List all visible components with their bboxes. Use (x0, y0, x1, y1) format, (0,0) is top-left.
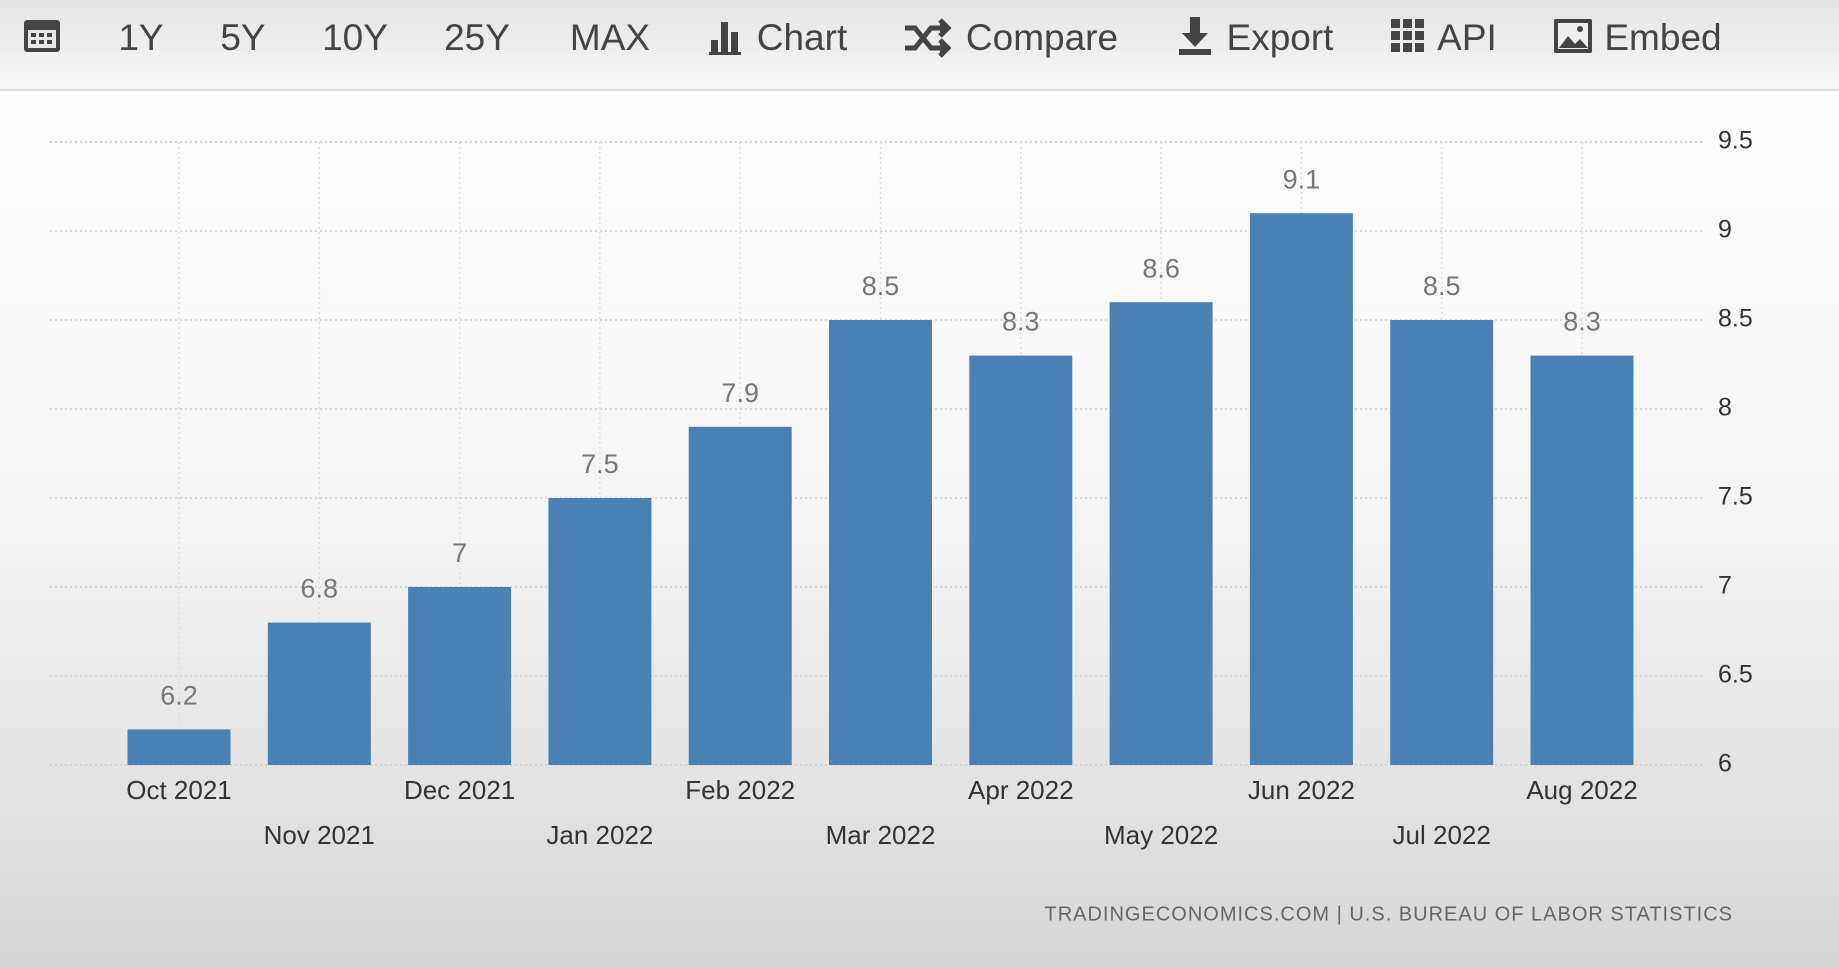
y-tick-label: 8 (1718, 394, 1732, 422)
x-tick-label: Dec 2021 (404, 775, 515, 805)
toolbar-button[interactable]: Chart (757, 17, 848, 58)
chart-icon[interactable] (709, 22, 741, 55)
bar (127, 729, 231, 765)
x-tick-label: Aug 2022 (1526, 775, 1637, 805)
y-tick-label: 6 (1718, 750, 1732, 778)
toolbar-button[interactable]: 25Y (444, 17, 510, 58)
value-label: 7.5 (581, 449, 619, 479)
x-tick-label: Jul 2022 (1393, 820, 1491, 850)
calendar-icon[interactable] (24, 20, 60, 52)
toolbar-button[interactable]: Export (1227, 17, 1335, 58)
x-tick-label: May 2022 (1104, 820, 1218, 850)
toolbar-button[interactable]: 10Y (322, 17, 388, 58)
export-icon[interactable] (1179, 17, 1211, 55)
x-tick-label: Mar 2022 (826, 820, 936, 850)
value-label: 7.9 (721, 378, 759, 408)
toolbar-button[interactable]: Compare (966, 17, 1118, 58)
toolbar-button[interactable]: 5Y (220, 17, 265, 58)
bar (1530, 355, 1634, 765)
y-tick-label: 9 (1718, 216, 1732, 244)
value-label: 8.3 (1002, 307, 1040, 337)
toolbar-button[interactable]: API (1437, 17, 1497, 58)
y-tick-label: 7.5 (1718, 483, 1753, 511)
bar (267, 622, 371, 765)
value-label: 9.1 (1283, 164, 1321, 194)
compare-icon[interactable] (905, 18, 952, 58)
x-tick-label: Oct 2021 (126, 775, 232, 805)
bar (829, 320, 932, 765)
source: TRADINGECONOMICS.COM | U.S. BUREAU OF LA… (1044, 903, 1733, 925)
value-label: 6.8 (301, 574, 339, 604)
y-tick-label: 6.5 (1718, 661, 1753, 689)
toolbar-button[interactable]: MAX (570, 17, 650, 58)
bar (969, 355, 1073, 765)
value-label: 8.6 (1142, 253, 1180, 283)
bar (1109, 302, 1213, 765)
value-label: 6.2 (160, 681, 198, 711)
value-label: 8.5 (1423, 271, 1461, 301)
x-tick-label: Apr 2022 (968, 775, 1074, 805)
y-tick-label: 7 (1718, 572, 1732, 600)
x-tick-label: Feb 2022 (685, 775, 795, 805)
value-label: 8.3 (1563, 307, 1601, 337)
bar (1249, 213, 1353, 765)
toolbar-button[interactable]: Embed (1604, 17, 1721, 58)
api-icon[interactable] (1391, 19, 1424, 52)
y-tick-label: 8.5 (1718, 305, 1753, 333)
toolbar-button[interactable]: 1Y (118, 17, 163, 58)
toolbar-icons (24, 17, 1592, 58)
value-label: 8.5 (862, 271, 900, 301)
bar (408, 587, 512, 765)
bar (688, 426, 792, 765)
x-tick-label: Jan 2022 (546, 820, 653, 850)
x-tick-label: Jun 2022 (1248, 775, 1355, 805)
bar (548, 498, 652, 765)
y-tick-label: 9.5 (1718, 127, 1753, 155)
x-tick-label: Nov 2021 (264, 820, 375, 850)
embed-icon[interactable] (1554, 19, 1592, 53)
value-label: 7 (452, 538, 467, 568)
bar (1390, 320, 1494, 765)
